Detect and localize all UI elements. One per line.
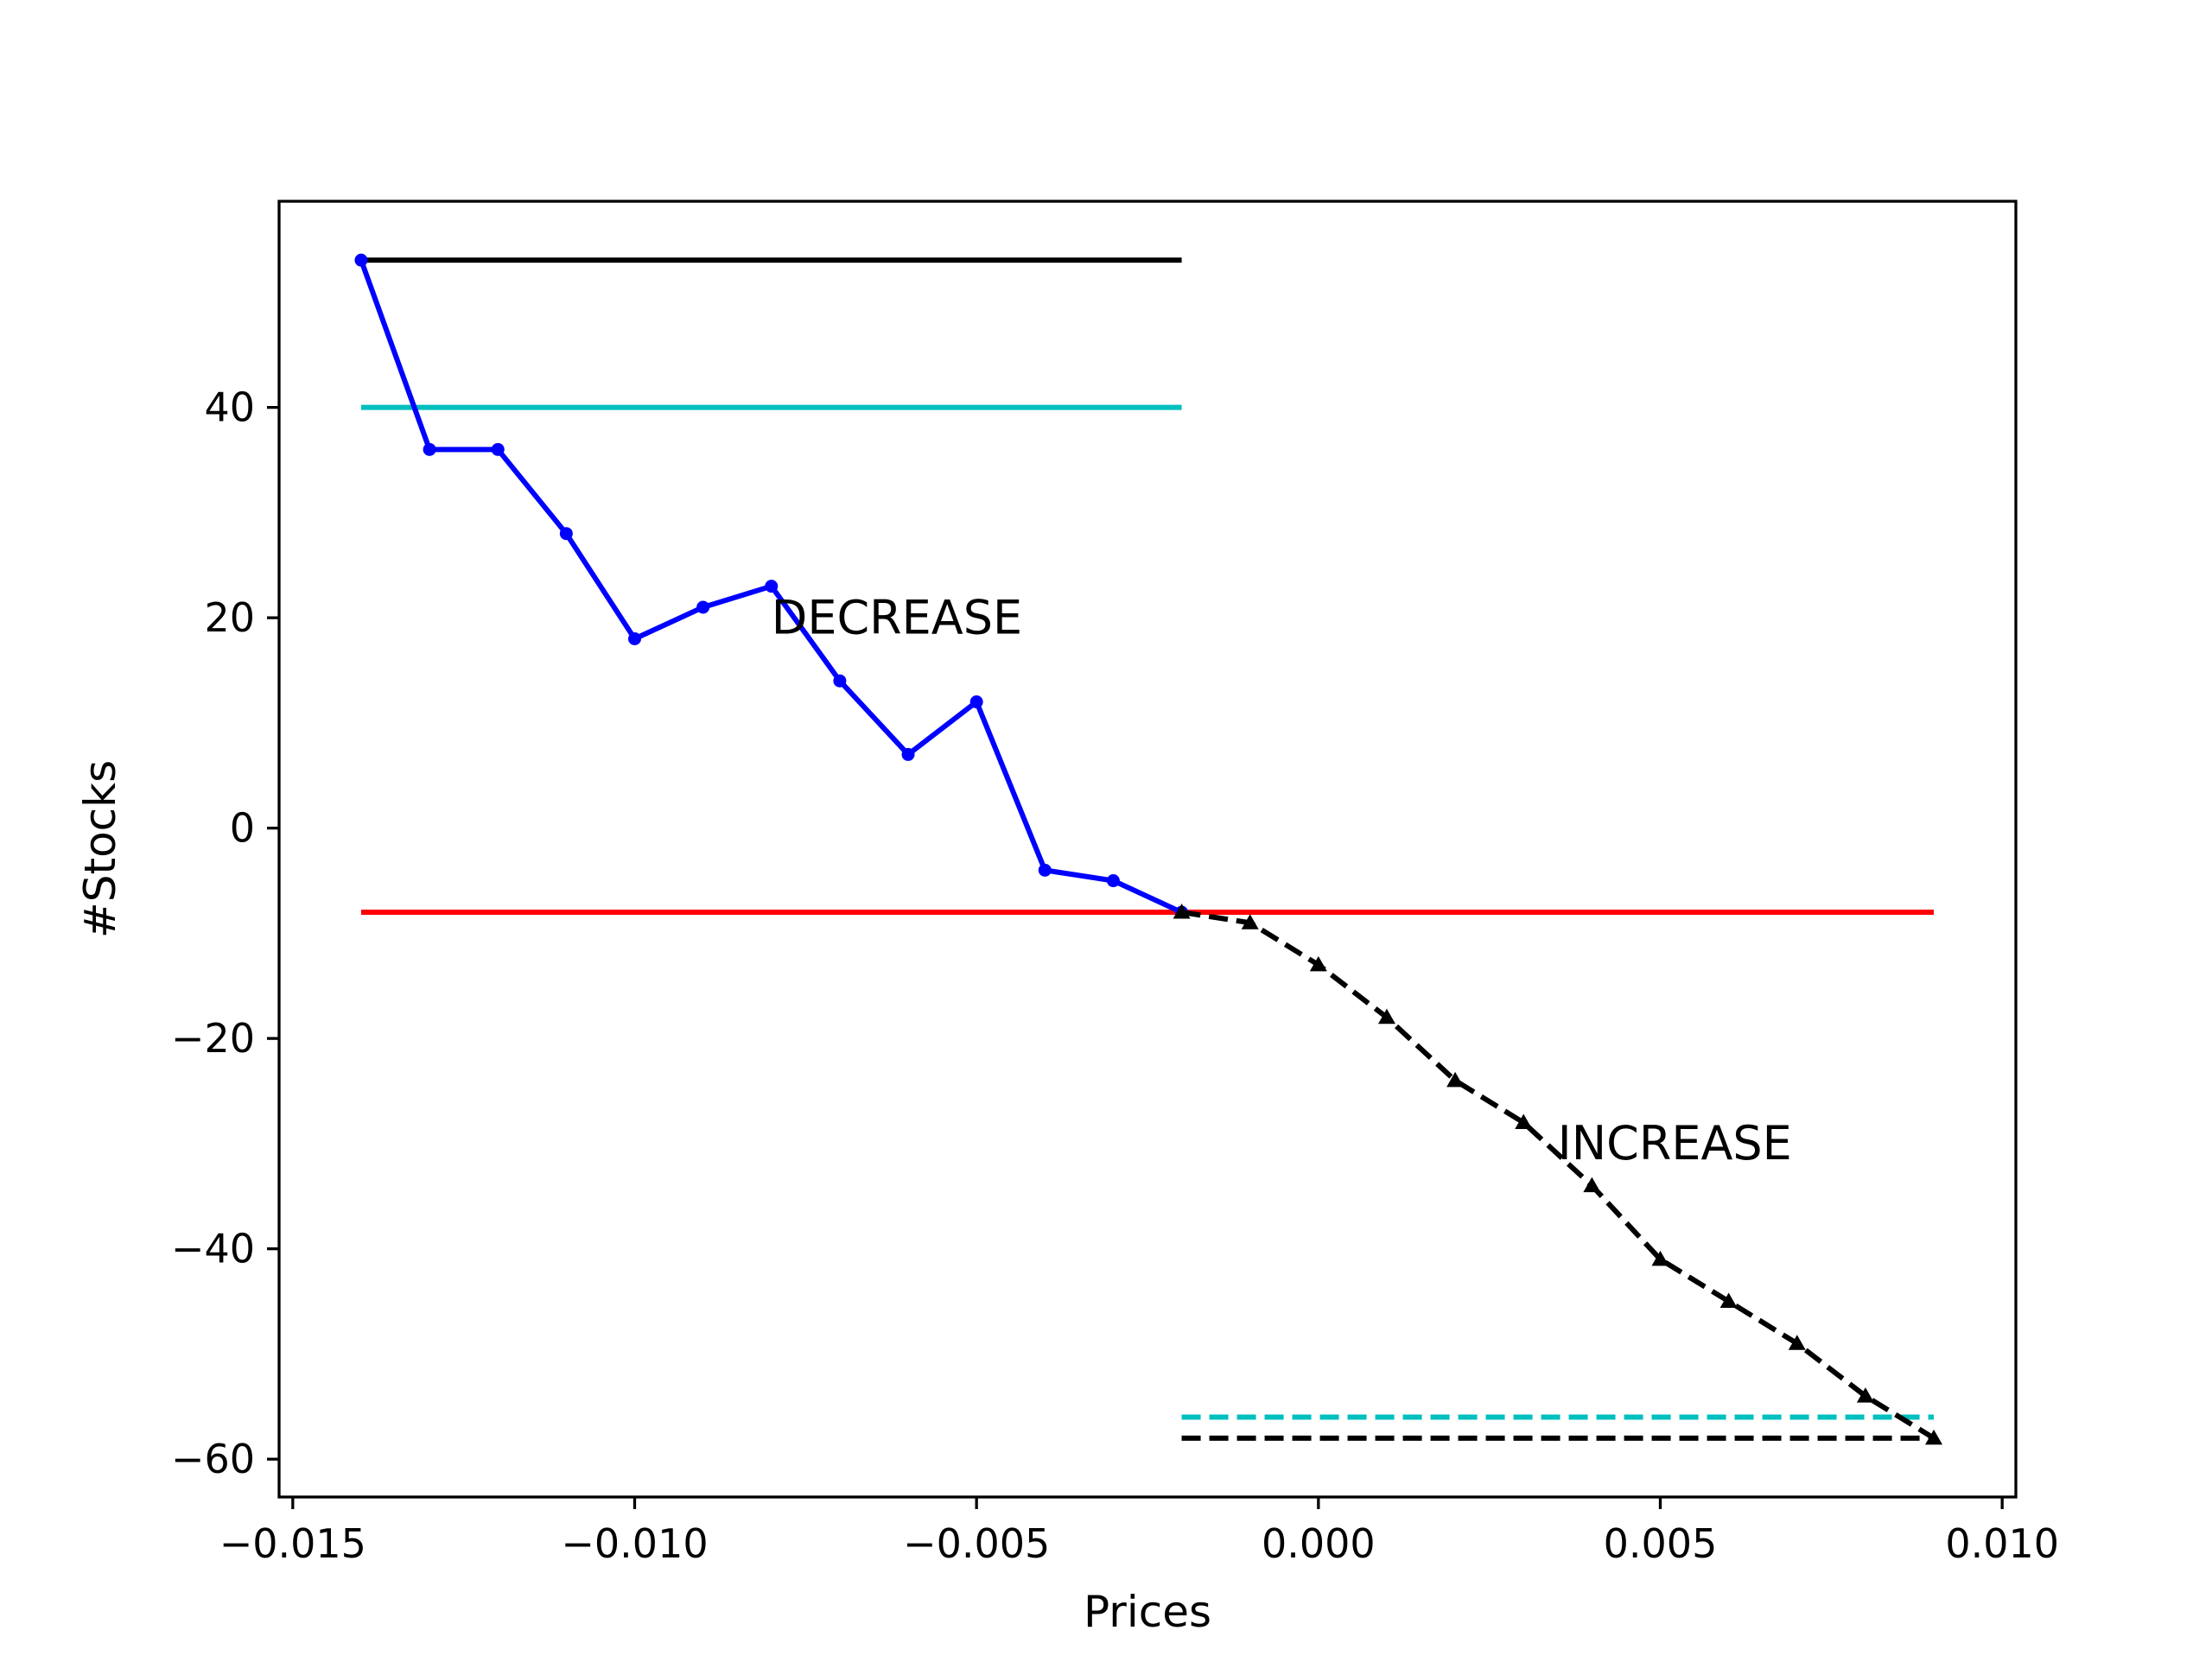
series-1-point [1719,1292,1738,1309]
series-0-point [1106,874,1120,888]
x-tick-label: −0.015 [219,1520,366,1567]
x-tick-label: 0.000 [1262,1520,1376,1567]
x-tick-label: −0.005 [903,1520,1050,1567]
series-1-line [1181,910,1936,1441]
annotation-decrease: DECREASE [772,590,1022,644]
y-tick-label: 20 [204,594,255,641]
series-1-point [1856,1387,1874,1403]
series-0-point [969,695,983,709]
series-0-point [354,253,368,267]
series-0-point [1038,863,1052,877]
series-1-point [1173,904,1191,919]
series-1-point [1583,1177,1601,1193]
x-tick-label: 0.010 [1945,1520,2059,1567]
x-axis-label: Prices [1084,1587,1211,1637]
series-0-point [423,442,436,456]
y-tick-label: −40 [171,1226,255,1272]
y-axis: 40 20 0 −20 −40 −60 [171,384,279,1482]
x-axis: −0.015 −0.010 −0.005 0.000 0.005 0.010 [219,1497,2059,1567]
series-0-point [627,631,641,645]
series-1-point [1515,1113,1533,1130]
series-0-point [901,747,915,761]
y-tick-label: 40 [204,384,255,431]
series-0-point [833,674,847,688]
series-1-point [1651,1250,1669,1266]
series-0-point [696,600,710,614]
series-0-point [491,442,505,456]
series-1-point [1446,1071,1465,1088]
series-1-point [1309,955,1327,972]
series-1-point [1241,914,1259,929]
y-axis-label: #Stocks [75,760,125,938]
x-tick-label: 0.005 [1604,1520,1718,1567]
y-tick-label: −20 [171,1015,255,1062]
x-tick-label: −0.010 [561,1520,708,1567]
series-1-point [1925,1429,1943,1445]
y-tick-label: 0 [230,805,255,852]
y-tick-label: −60 [171,1436,255,1482]
plot-content: DECREASE INCREASE [354,253,1943,1445]
series-1-point [1377,1008,1395,1024]
series-0-point [559,527,573,541]
plot-frame [277,200,2018,1499]
annotation-increase: INCREASE [1558,1116,1792,1170]
series-1-point [1788,1335,1806,1350]
series-0-point [765,580,779,593]
